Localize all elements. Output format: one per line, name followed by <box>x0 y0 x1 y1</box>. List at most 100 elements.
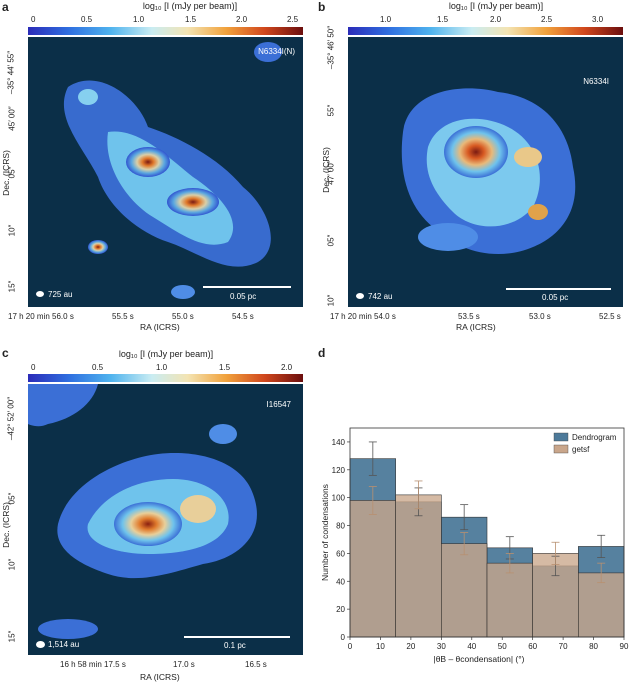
colorbar-tick: 2.5 <box>541 15 553 24</box>
dec-tick: 10″ <box>326 294 336 307</box>
beam-ellipse-a <box>36 291 44 297</box>
x-tick-label: 70 <box>559 642 568 651</box>
beam-size-a: 725 au <box>48 290 73 299</box>
x-tick-label: 50 <box>498 642 507 651</box>
beam-size-c: 1,514 au <box>48 640 80 649</box>
scale-bar-b <box>506 288 611 290</box>
legend-swatch-getsf <box>553 444 569 454</box>
panel-label-c: c <box>2 346 9 360</box>
ra-tick: 53.0 s <box>529 312 551 321</box>
ra-tick: 16.5 s <box>245 660 267 669</box>
y-axis-label: Number of condensations <box>320 484 330 581</box>
dust-map-b: N6334I 742 au 0.05 pc <box>348 37 623 307</box>
colorbar-tick: 2.0 <box>281 363 293 372</box>
beam-ellipse-b <box>356 293 364 299</box>
beam-ellipse-c <box>36 641 45 648</box>
colorbar-tick: 2.0 <box>490 15 502 24</box>
dec-tick: 55″ <box>326 104 336 117</box>
ylabel-a: Dec. (ICRS) <box>1 150 11 196</box>
scale-label-a: 0.05 pc <box>230 292 257 301</box>
dec-tick: 45′ 00″ <box>7 106 17 131</box>
xlabel-c: RA (ICRS) <box>140 672 180 682</box>
source-name-a: N6334I(N) <box>258 47 295 56</box>
ra-tick: 55.0 s <box>172 312 194 321</box>
panel-d: d 0 10 20 30 40 50 60 70 80 90 0 20 40 60 80 100 120 140 |… <box>316 344 629 685</box>
ra-tick: 17 h 20 min 54.0 s <box>330 312 396 321</box>
xlabel-a: RA (ICRS) <box>140 322 180 332</box>
dec-tick: –35° 46′ 50″ <box>326 25 336 70</box>
dec-tick: 10″ <box>7 224 17 237</box>
y-tick-label: 80 <box>336 522 345 531</box>
colorbar-a <box>28 27 303 35</box>
colorbar-tick: 0 <box>31 363 36 372</box>
x-axis-label: |θB – θcondensation| (°) <box>434 654 525 664</box>
y-tick-label: 140 <box>332 438 346 447</box>
colorbar-tick: 1.5 <box>219 363 231 372</box>
dec-tick: 05″ <box>326 234 336 247</box>
source-name-b: N6334I <box>583 77 609 86</box>
dec-tick: 15″ <box>7 280 17 293</box>
colorbar-title-c: log₁₀ [I (mJy per beam)] <box>118 349 214 359</box>
ra-tick: 17.0 s <box>173 660 195 669</box>
colorbar-tick: 1.5 <box>185 15 197 24</box>
ra-tick: 55.5 s <box>112 312 134 321</box>
ra-tick: 53.5 s <box>458 312 480 321</box>
colorbar-tick: 0.5 <box>92 363 104 372</box>
dust-map-a: N6334I(N) 725 au 0.05 pc <box>28 37 303 307</box>
y-tick-label: 100 <box>332 494 346 503</box>
histogram-bar-getsf <box>486 562 533 638</box>
x-tick-label: 10 <box>376 642 385 651</box>
ra-tick: 54.5 s <box>232 312 254 321</box>
panel-b: b log₁₀ [I (mJy per beam)] 1.0 1.5 2.0 2… <box>316 0 629 332</box>
histogram-bar-getsf <box>441 543 488 638</box>
colorbar-title-b: log₁₀ [I (mJy per beam)] <box>448 1 544 11</box>
panel-a: a log₁₀ [I (mJy per beam)] 0 0.5 1.0 1.5… <box>0 0 310 332</box>
histogram-bar-getsf <box>349 500 396 638</box>
map-emission-b <box>401 88 576 255</box>
colorbar-tick: 3.0 <box>592 15 604 24</box>
colorbar-tick: 0.5 <box>81 15 93 24</box>
ylabel-c: Dec. (ICRS) <box>1 502 11 548</box>
scale-label-b: 0.05 pc <box>542 293 569 302</box>
colorbar-tick: 1.0 <box>380 15 392 24</box>
histogram-bar-getsf <box>395 494 442 638</box>
legend-label-dendrogram: Dendrogram <box>572 433 617 442</box>
y-tick-label: 0 <box>341 633 346 642</box>
colorbar-tick: 1.0 <box>156 363 168 372</box>
x-tick-label: 30 <box>437 642 446 651</box>
y-tick-label: 40 <box>336 577 345 586</box>
panel-label-a: a <box>2 0 9 14</box>
dec-tick: 10″ <box>7 558 17 571</box>
ra-tick: 17 h 20 min 56.0 s <box>8 312 74 321</box>
panel-label-b: b <box>318 0 326 14</box>
map-emission-c <box>28 384 257 639</box>
panel-c: c log₁₀ [I (mJy per beam)] 0 0.5 1.0 1.5… <box>0 344 310 685</box>
y-tick-label: 20 <box>336 605 345 614</box>
beam-size-b: 742 au <box>368 292 393 301</box>
colorbar-c <box>28 374 303 382</box>
legend-swatch-dendrogram <box>553 432 569 442</box>
scale-bar-c <box>184 636 290 638</box>
legend-label-getsf: getsf <box>572 445 590 454</box>
x-tick-label: 20 <box>406 642 415 651</box>
plot-frame <box>349 427 625 638</box>
scale-bar-a <box>203 286 291 288</box>
dec-tick: –35° 44′ 55″ <box>6 50 16 95</box>
ra-tick: 52.5 s <box>599 312 621 321</box>
x-tick-label: 90 <box>620 642 629 651</box>
dec-tick: 15″ <box>7 630 17 643</box>
xlabel-b: RA (ICRS) <box>456 322 496 332</box>
ylabel-b: Dec. (ICRS) <box>321 147 331 193</box>
dec-tick: –42° 52′ 00″ <box>6 396 16 441</box>
colorbar-tick: 0 <box>31 15 36 24</box>
y-tick-label: 120 <box>332 466 346 475</box>
scale-label-c: 0.1 pc <box>224 641 246 650</box>
colorbar-title-a: log₁₀ [I (mJy per beam)] <box>142 1 238 11</box>
source-name-c: I16547 <box>266 400 291 409</box>
map-emission-a <box>63 42 282 299</box>
x-tick-label: 60 <box>528 642 537 651</box>
panel-label-d: d <box>318 346 326 360</box>
colorbar-tick: 2.0 <box>236 15 248 24</box>
dust-map-c: I16547 1,514 au 0.1 pc <box>28 384 303 655</box>
x-tick-label: 0 <box>348 642 353 651</box>
